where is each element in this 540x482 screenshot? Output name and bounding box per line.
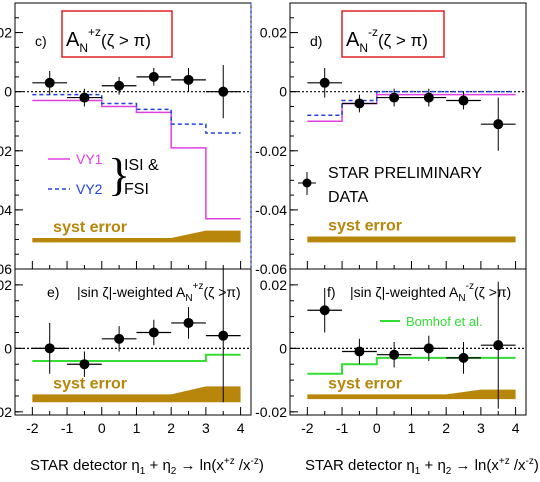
panel-e-title: |sin ζ|-weighted AN+z(ζ >π)	[77, 281, 241, 304]
y-tick-label: -0.02	[0, 404, 12, 420]
syst-error-band	[307, 236, 516, 243]
data-point	[493, 119, 504, 130]
data-point	[218, 330, 229, 341]
data-point	[423, 92, 434, 103]
legend-star-marker	[302, 178, 312, 188]
x-axis-label-left: STAR detector η1 + η2 → ln(x+z /x-z)	[30, 456, 264, 477]
data-point	[44, 343, 55, 354]
x-tick-label: -2	[301, 420, 314, 436]
data-point	[79, 92, 90, 103]
panel-e-frame	[14, 268, 252, 416]
x-tick-label: -2	[26, 420, 39, 436]
data-point	[354, 346, 365, 357]
y-tick-label: 0	[279, 340, 287, 356]
y-tick-label: 0.02	[0, 25, 12, 41]
y-tick-label: 0	[279, 84, 287, 100]
data-point	[218, 86, 229, 97]
panel-c-title-box	[61, 10, 173, 58]
data-point	[148, 327, 159, 338]
panel-c: 0.02 0 -0.02 -0.04 -0.06 syst error	[0, 2, 251, 277]
legend-fsi-label: FSI	[124, 181, 149, 198]
legend-brace: }	[108, 149, 130, 200]
x-tick-label: 1	[408, 420, 416, 436]
panel-e-tag: e)	[47, 284, 59, 300]
data-point	[79, 359, 90, 370]
bomhof-curve	[32, 353, 241, 363]
panel-c-title: AN+z(ζ > π)	[66, 25, 151, 55]
x-tick-label: 1	[133, 420, 141, 436]
y-tick-label: -0.02	[255, 143, 287, 159]
x-tick-label: 4	[237, 420, 245, 436]
x-tick-label: 3	[202, 420, 210, 436]
data-point	[423, 343, 434, 354]
y-tick-label: -0.04	[255, 202, 287, 218]
legend-isi-label: ISI &	[124, 157, 159, 174]
panel-d: 0.02 0 -0.02 -0.04 -0.06 syst error	[255, 2, 526, 277]
y-tick-label: -0.04	[0, 202, 12, 218]
data-point	[458, 352, 469, 363]
data-point	[493, 340, 504, 351]
panel-f-frame	[289, 268, 527, 416]
syst-error-label: syst error	[328, 217, 402, 234]
panel-d-title: AN-z(ζ > π)	[346, 25, 428, 55]
y-tick-label: 0	[4, 84, 12, 100]
legend-star-label-2: DATA	[328, 189, 369, 206]
panel-e: 0.02 0 -0.02 -2 -1 0 1 2 3 4 syst error	[0, 269, 251, 436]
data-point	[114, 333, 125, 344]
y-tick-label: 0.02	[0, 277, 12, 293]
x-axis-label-right: STAR detector η1 + η2 → ln(x+z /x-z)	[305, 456, 539, 477]
vy2-curve	[32, 93, 241, 134]
x-tick-label: 2	[442, 420, 450, 436]
syst-error-band	[307, 389, 516, 400]
vy1-curve	[307, 93, 516, 122]
x-tick-label: 0	[98, 420, 106, 436]
panel-f-title: |sin ζ|-weighted AN-z(ζ >π)	[350, 281, 511, 304]
y-tick-label: 0.02	[260, 277, 287, 293]
data-point	[389, 92, 400, 103]
syst-error-label: syst error	[328, 375, 402, 392]
x-tick-label: 0	[373, 420, 381, 436]
x-tick-label: 2	[167, 420, 175, 436]
x-tick-label: -1	[336, 420, 349, 436]
data-point	[319, 305, 330, 316]
y-tick-label: -0.06	[255, 261, 287, 277]
syst-error-label: syst error	[53, 219, 127, 236]
data-point	[389, 349, 400, 360]
y-tick-label: -0.06	[0, 261, 12, 277]
data-point	[148, 71, 159, 82]
panel-f-tag: f)	[327, 284, 336, 300]
y-tick-label: 0	[4, 340, 12, 356]
panel-d-tag: d)	[310, 33, 322, 49]
syst-error-band	[32, 230, 241, 243]
data-point	[183, 317, 194, 328]
data-point	[114, 80, 125, 91]
y-tick-label: -0.02	[0, 143, 12, 159]
syst-error-label: syst error	[53, 375, 127, 392]
legend-vy1-label: VY1	[76, 151, 103, 167]
x-tick-label: 3	[477, 420, 485, 436]
panel-f: 0.02 0 -0.02 -2 -1 0 1 2 3 4 syst error	[255, 277, 526, 436]
legend-bomhof-label: Bomhof et al.	[406, 314, 483, 329]
bomhof-curve	[307, 356, 516, 375]
legend-vy2-label: VY2	[76, 181, 103, 197]
panel-c-tag: c)	[35, 33, 47, 49]
data-point	[183, 74, 194, 85]
x-tick-label: 4	[512, 420, 520, 436]
data-point	[458, 95, 469, 106]
data-point	[319, 77, 330, 88]
x-tick-label: -1	[61, 420, 74, 436]
y-tick-label: 0.02	[260, 25, 287, 41]
y-tick-label: -0.02	[255, 404, 287, 420]
legend-star-label-1: STAR PRELIMINARY	[328, 165, 482, 182]
syst-error-band	[32, 386, 241, 403]
panel-d-title-box	[341, 10, 445, 58]
data-point	[44, 77, 55, 88]
data-point	[354, 98, 365, 109]
